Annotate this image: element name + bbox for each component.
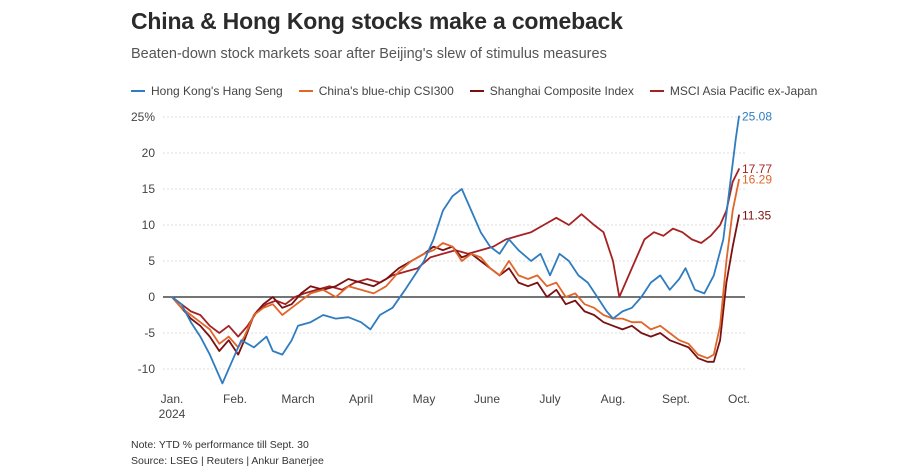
x-tick-label: April bbox=[349, 392, 373, 406]
legend-item-hang-seng: Hong Kong's Hang Seng bbox=[131, 84, 283, 98]
y-tick-label: 25% bbox=[131, 110, 155, 124]
series-line-csi300 bbox=[171, 178, 740, 360]
end-label-csi300: 16.29 bbox=[742, 173, 772, 187]
legend-swatch-csi300 bbox=[298, 90, 313, 92]
y-tick-label: 10 bbox=[142, 218, 156, 232]
y-tick-label: 0 bbox=[148, 290, 155, 304]
grid-layer bbox=[163, 116, 745, 370]
x-tick-label: Aug. bbox=[601, 392, 626, 406]
legend-swatch-shanghai bbox=[469, 90, 484, 92]
y-tick-label: -10 bbox=[138, 362, 156, 376]
axis-layer: 25% 20 15 10 5 0 -5 -10 Jan.2024 Feb. March April Ma… bbox=[131, 110, 750, 421]
chart-subtitle: Beaten-down stock markets soar after Bei… bbox=[131, 46, 607, 62]
x-tick-label: June bbox=[474, 392, 500, 406]
y-tick-label: -5 bbox=[144, 326, 155, 340]
y-tick-label: 5 bbox=[148, 254, 155, 268]
x-tick-label: July bbox=[539, 392, 560, 406]
series-line-shanghai bbox=[171, 214, 740, 363]
x-tick-label: May bbox=[413, 392, 436, 406]
legend-swatch-msci bbox=[649, 90, 664, 92]
footnote-source: Source: LSEG | Reuters | Ankur Banerjee bbox=[131, 455, 324, 467]
end-label-msci: 17.77 bbox=[742, 162, 772, 176]
chart-title: China & Hong Kong stocks make a comeback bbox=[131, 8, 623, 34]
x-tick-label: Sept. bbox=[662, 392, 690, 406]
x-tick-label: Oct. bbox=[728, 392, 750, 406]
x-tick-label: March bbox=[281, 392, 314, 406]
x-tick-label: Jan. bbox=[161, 392, 184, 406]
x-tick-label: Feb. bbox=[223, 392, 247, 406]
x-tick-sublabel: 2024 bbox=[159, 407, 186, 421]
chart-legend: Hong Kong's Hang Seng China's blue-chip … bbox=[131, 84, 817, 98]
legend-swatch-hang-seng bbox=[131, 90, 145, 92]
legend-label-shanghai: Shanghai Composite Index bbox=[489, 84, 634, 98]
legend-item-shanghai: Shanghai Composite Index bbox=[469, 84, 634, 98]
end-label-hang_seng: 25.08 bbox=[742, 109, 772, 123]
legend-label-hang-seng: Hong Kong's Hang Seng bbox=[151, 84, 283, 98]
y-tick-label: 20 bbox=[142, 146, 156, 160]
footnote-note: Note: YTD % performance till Sept. 30 bbox=[131, 439, 309, 451]
series-line-hang_seng bbox=[171, 115, 740, 385]
legend-label-msci: MSCI Asia Pacific ex-Japan bbox=[669, 84, 818, 98]
end-label-layer: 25.08 16.29 11.35 17.77 bbox=[742, 109, 772, 222]
series-layer bbox=[171, 115, 740, 385]
legend-item-csi300: China's blue-chip CSI300 bbox=[298, 84, 454, 98]
legend-label-csi300: China's blue-chip CSI300 bbox=[318, 84, 454, 98]
y-tick-label: 15 bbox=[142, 182, 156, 196]
end-label-shanghai: 11.35 bbox=[742, 208, 771, 222]
legend-item-msci: MSCI Asia Pacific ex-Japan bbox=[649, 84, 818, 98]
